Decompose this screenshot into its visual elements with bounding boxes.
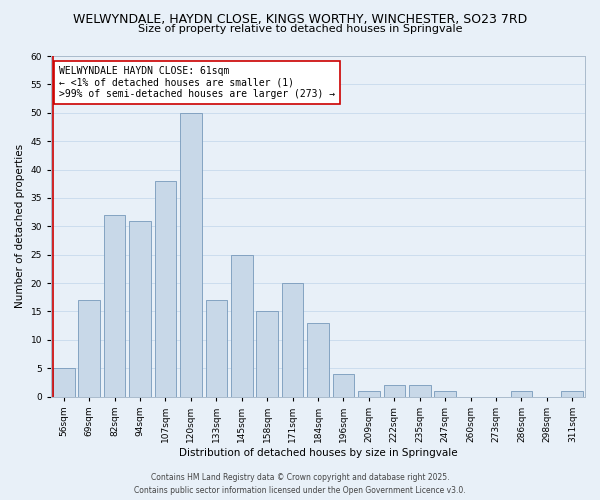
Bar <box>307 323 329 396</box>
Bar <box>180 113 202 397</box>
Text: WELWYNDALE, HAYDN CLOSE, KINGS WORTHY, WINCHESTER, SO23 7RD: WELWYNDALE, HAYDN CLOSE, KINGS WORTHY, W… <box>73 12 527 26</box>
Bar <box>383 385 405 396</box>
Bar <box>231 254 253 396</box>
Bar <box>409 385 431 396</box>
Text: Contains HM Land Registry data © Crown copyright and database right 2025.
Contai: Contains HM Land Registry data © Crown c… <box>134 474 466 495</box>
Bar <box>104 215 125 396</box>
Y-axis label: Number of detached properties: Number of detached properties <box>15 144 25 308</box>
Bar <box>511 391 532 396</box>
Bar <box>332 374 354 396</box>
Bar <box>53 368 74 396</box>
Bar <box>434 391 456 396</box>
Bar <box>79 300 100 396</box>
Bar <box>206 300 227 396</box>
Bar <box>129 220 151 396</box>
Bar <box>155 181 176 396</box>
Bar <box>256 312 278 396</box>
Text: WELWYNDALE HAYDN CLOSE: 61sqm
← <1% of detached houses are smaller (1)
>99% of s: WELWYNDALE HAYDN CLOSE: 61sqm ← <1% of d… <box>59 66 335 100</box>
Bar <box>562 391 583 396</box>
Bar <box>282 283 304 397</box>
X-axis label: Distribution of detached houses by size in Springvale: Distribution of detached houses by size … <box>179 448 457 458</box>
Text: Size of property relative to detached houses in Springvale: Size of property relative to detached ho… <box>138 24 462 34</box>
Bar <box>358 391 380 396</box>
